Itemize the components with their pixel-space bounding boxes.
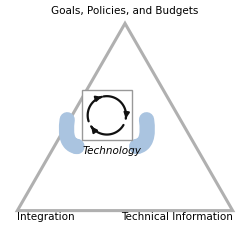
Text: Technical Information: Technical Information — [121, 212, 233, 222]
FancyArrowPatch shape — [66, 120, 77, 146]
Bar — [82, 90, 132, 140]
Text: Integration: Integration — [17, 212, 75, 222]
FancyArrowPatch shape — [137, 120, 147, 146]
Text: Technology: Technology — [82, 146, 141, 156]
Text: Goals, Policies, and Budgets: Goals, Policies, and Budgets — [51, 6, 199, 16]
